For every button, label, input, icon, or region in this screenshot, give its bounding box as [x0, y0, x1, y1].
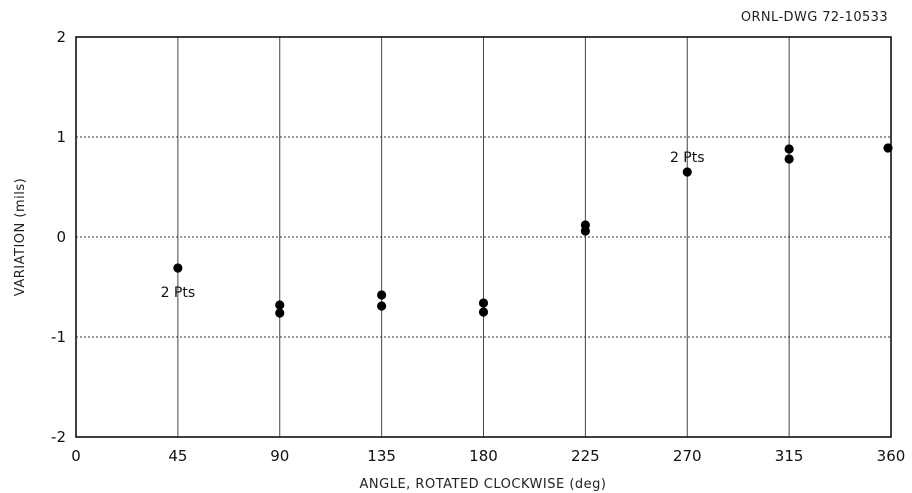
data-point	[580, 226, 590, 236]
grid	[76, 37, 891, 437]
plot-frame	[75, 36, 892, 438]
annotations: 2 Pts 2 Pts	[161, 150, 705, 301]
data-point	[173, 263, 183, 273]
annotation-label: 2 Pts	[161, 285, 196, 301]
x-tick-label: 315	[775, 447, 804, 465]
x-tick-label: 270	[673, 447, 702, 465]
data-points	[173, 143, 893, 318]
data-point	[377, 301, 387, 311]
x-tick-label: 90	[270, 447, 289, 465]
annotation-label: 2 Pts	[670, 150, 705, 166]
data-point	[275, 300, 285, 310]
x-tick-label: 180	[469, 447, 498, 465]
x-tick-labels: 0 45 90 135 180 225 270 315 360	[71, 447, 905, 465]
x-tick-label: 360	[877, 447, 906, 465]
data-point	[784, 144, 794, 154]
x-tick-label: 0	[71, 447, 81, 465]
data-point	[478, 307, 489, 317]
data-point	[784, 154, 794, 164]
x-axis-title: ANGLE, ROTATED CLOCKWISE (deg)	[360, 477, 607, 492]
y-tick-label: 0	[56, 228, 66, 246]
x-tick-label: 45	[168, 447, 187, 465]
drawing-id: ORNL-DWG 72-10533	[741, 10, 888, 25]
y-tick-label: 1	[56, 128, 66, 146]
y-tick-label: -1	[51, 328, 66, 346]
x-tick-label: 135	[367, 447, 396, 465]
plot-border	[75, 36, 892, 438]
y-tick-label: 2	[56, 28, 66, 46]
y-tick-labels: 2 1 0 -1 -2	[51, 28, 66, 446]
data-point	[682, 167, 692, 177]
y-axis-title: VARIATION (mils)	[13, 178, 28, 296]
y-tick-label: -2	[51, 428, 66, 446]
data-point	[883, 143, 893, 153]
data-point	[377, 290, 387, 300]
data-point	[478, 298, 489, 308]
x-tick-label: 225	[571, 447, 600, 465]
data-point	[275, 308, 285, 318]
